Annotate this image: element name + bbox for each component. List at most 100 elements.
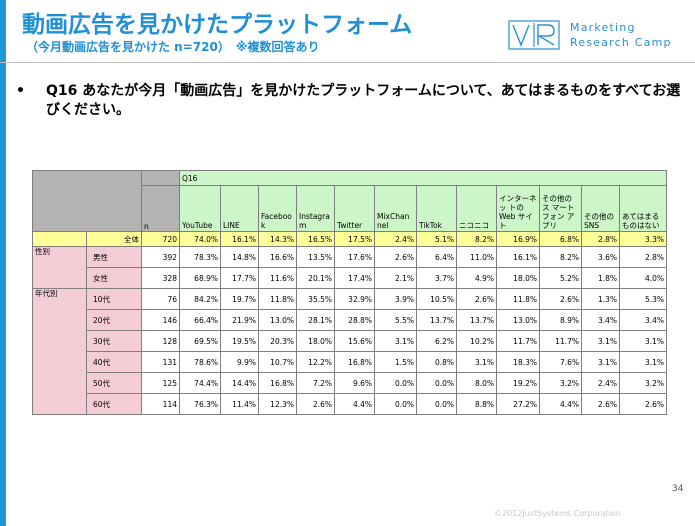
group-label: [32, 231, 87, 247]
row-label: 女性: [86, 267, 142, 289]
table-cell: 3.1%: [618, 351, 668, 373]
row-label: 20代: [86, 309, 142, 331]
group-label: 年代別: [32, 288, 87, 310]
table-cell: 11.8%: [496, 288, 540, 310]
table-cell: 10.7%: [258, 351, 297, 373]
table-cell: 16.1%: [496, 246, 540, 268]
table-cell: 3.4%: [618, 309, 668, 331]
table-cell: 3.1%: [456, 351, 497, 373]
table-cell: 84.2%: [179, 288, 221, 310]
row-n: 720: [141, 231, 180, 247]
question-text: Q16 あなたが今月「動画広告」を見かけたプラットフォームについて、あてはまるも…: [46, 83, 681, 118]
table-cell: 3.1%: [374, 330, 417, 352]
column-header: Instagra m: [296, 185, 335, 232]
n-header: n: [141, 185, 180, 232]
row-n: 114: [141, 393, 180, 415]
table-row: 50代 125 74.4% 14.4% 16.8% 7.2% 9.6% 0.0% 0.0% 8.0…: [32, 372, 668, 394]
column-header: MixChan nel: [374, 185, 417, 232]
left-accent-bar: [0, 0, 6, 526]
table-cell: 2.4%: [581, 372, 620, 394]
table-cell: 17.5%: [334, 231, 375, 247]
row-label: 40代: [86, 351, 142, 373]
table-cell: 9.9%: [220, 351, 259, 373]
table-cell: 19.7%: [220, 288, 259, 310]
table-cell: 1.8%: [581, 267, 620, 289]
table-cell: 3.6%: [581, 246, 620, 268]
group-label: [32, 351, 87, 373]
table-row: 20代 146 66.4% 21.9% 13.0% 28.1% 28.8% 5.5% 13.7%…: [32, 309, 668, 331]
corner-cell: [32, 170, 142, 232]
logo-text: Marketing Research Camp: [570, 20, 672, 50]
header-row-columns: n YouTube LINE Faceboo k Instagra m Twitter Mi…: [33, 185, 668, 232]
table-cell: 74.0%: [179, 231, 221, 247]
table-row: 30代 128 69.5% 19.5% 20.3% 18.0% 15.6% 3.1% 6.2% 1…: [32, 330, 668, 352]
table-cell: 2.6%: [539, 288, 582, 310]
table-cell: 5.1%: [416, 231, 457, 247]
logo-text-line2: Research Camp: [570, 36, 672, 49]
table-cell: 78.6%: [179, 351, 221, 373]
column-header: その他の SNS: [581, 185, 620, 232]
table-cell: 0.8%: [416, 351, 457, 373]
vr-logo-icon: [508, 20, 560, 50]
table-cell: 2.1%: [374, 267, 417, 289]
table-cell: 2.4%: [374, 231, 417, 247]
table-cell: 3.1%: [618, 330, 668, 352]
table-cell: 19.5%: [220, 330, 259, 352]
column-header: その他のス マートフォン アプリ: [539, 185, 582, 232]
table-cell: 15.6%: [334, 330, 375, 352]
table-cell: 32.9%: [334, 288, 375, 310]
row-n: 392: [141, 246, 180, 268]
table-cell: 8.0%: [456, 372, 497, 394]
table-cell: 7.2%: [296, 372, 335, 394]
group-label: 性別: [32, 246, 87, 268]
table-cell: 18.0%: [296, 330, 335, 352]
table-cell: 4.9%: [456, 267, 497, 289]
row-n: 131: [141, 351, 180, 373]
table-cell: 2.6%: [581, 393, 620, 415]
table-cell: 13.0%: [258, 309, 297, 331]
table-cell: 0.0%: [374, 372, 417, 394]
column-header: YouTube: [179, 185, 221, 232]
table-cell: 0.0%: [416, 393, 457, 415]
column-header: ニコニコ: [456, 185, 497, 232]
group-label: [32, 267, 87, 289]
table-cell: 3.2%: [539, 372, 582, 394]
table-cell: 14.8%: [220, 246, 259, 268]
group-label: [32, 309, 87, 331]
table-cell: 16.1%: [220, 231, 259, 247]
group-label: [32, 330, 87, 352]
table-cell: 13.5%: [296, 246, 335, 268]
table-cell: 13.7%: [456, 309, 497, 331]
table-cell: 11.4%: [220, 393, 259, 415]
table-cell: 3.2%: [618, 372, 668, 394]
table-cell: 66.4%: [179, 309, 221, 331]
table-cell: 3.9%: [374, 288, 417, 310]
row-n: 328: [141, 267, 180, 289]
table-cell: 17.7%: [220, 267, 259, 289]
table-cell: 20.3%: [258, 330, 297, 352]
table-cell: 2.8%: [618, 246, 668, 268]
header-row-q: Q16: [32, 170, 668, 232]
table-cell: 5.5%: [374, 309, 417, 331]
n-corner-cell: [141, 170, 180, 186]
table-cell: 8.9%: [539, 309, 582, 331]
table-cell: 16.5%: [296, 231, 335, 247]
row-n: 128: [141, 330, 180, 352]
table-cell: 3.4%: [581, 309, 620, 331]
total-row: 全体 720 74.0% 16.1% 14.3% 16.5% 17.5% 2.4% 5.1% 8.…: [32, 231, 668, 247]
table-cell: 8.2%: [456, 231, 497, 247]
table-row: 女性 328 68.9% 17.7% 11.6% 20.1% 17.4% 2.1% 3.7% 4.…: [32, 267, 668, 289]
table-cell: 14.4%: [220, 372, 259, 394]
table-cell: 11.6%: [258, 267, 297, 289]
slide-title: 動画広告を見かけたプラットフォーム: [22, 12, 413, 38]
table-cell: 5.2%: [539, 267, 582, 289]
table-cell: 10.2%: [456, 330, 497, 352]
table-cell: 1.3%: [581, 288, 620, 310]
row-label: 10代: [86, 288, 142, 310]
logo-text-line1: Marketing: [570, 21, 636, 34]
table-cell: 27.2%: [496, 393, 540, 415]
table-cell: 13.7%: [416, 309, 457, 331]
header-divider: [0, 62, 695, 63]
table-cell: 8.2%: [539, 246, 582, 268]
table-cell: 3.1%: [581, 351, 620, 373]
